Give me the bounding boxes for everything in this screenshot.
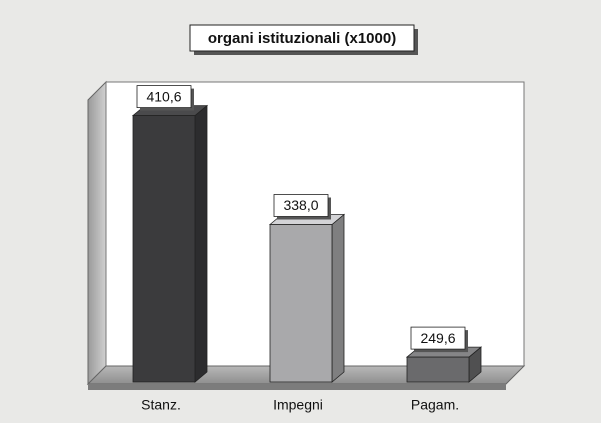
bar-side <box>331 213 345 383</box>
left-wall <box>87 80 107 386</box>
floor-edge <box>88 384 506 390</box>
x-tick-label: Stanz. <box>141 397 181 413</box>
title-box <box>189 24 415 52</box>
value-label-box <box>410 326 466 350</box>
value-label: 249,6 <box>420 330 455 346</box>
bar-side <box>194 104 208 383</box>
x-tick-label: Impegni <box>273 397 323 413</box>
chart-title: organi istituzionali (x1000) <box>208 30 396 47</box>
value-label-box <box>273 194 329 217</box>
value-label-box <box>136 85 192 108</box>
bar <box>406 356 470 383</box>
value-label: 410,6 <box>146 88 181 104</box>
x-tick-label: Pagam. <box>411 397 459 413</box>
bar <box>269 224 333 383</box>
value-label: 338,0 <box>283 197 318 213</box>
bar <box>132 115 196 383</box>
